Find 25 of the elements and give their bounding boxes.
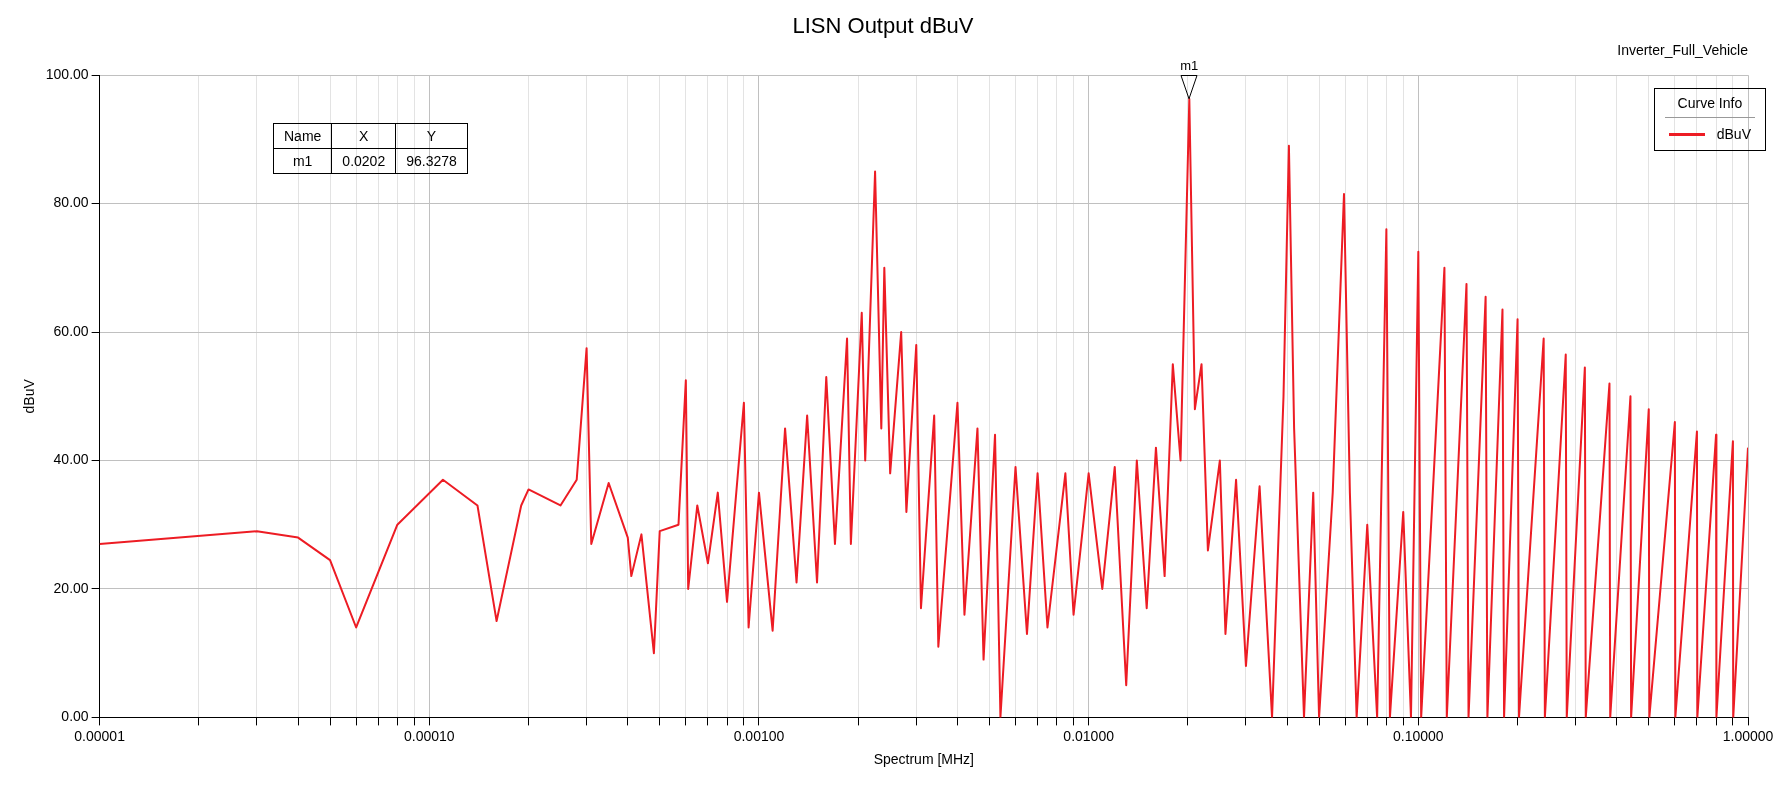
annotation: m1: [1180, 58, 1199, 74]
x-tick-label: 0.10000: [1393, 727, 1444, 744]
legend-label: dBuV: [1716, 126, 1751, 142]
annotation: 96.3278: [395, 148, 468, 174]
y-tick-label: 0.00: [61, 708, 89, 725]
annotation: 0.0202: [331, 148, 396, 174]
y-axis-title: dBuV: [21, 378, 38, 414]
chart-subtitle: Inverter_Full_Vehicle: [1617, 41, 1749, 58]
y-tick-label: 20.00: [53, 579, 89, 596]
annotation: X: [331, 123, 396, 149]
x-tick-label: 0.00001: [74, 727, 126, 744]
x-tick-label: 0.00100: [733, 727, 785, 744]
legend-title: Curve Info: [1664, 95, 1755, 118]
x-tick-label: 1.00000: [1722, 727, 1774, 744]
x-axis-title: Spectrum [MHz]: [873, 751, 974, 768]
x-tick-label: 0.00010: [403, 727, 455, 744]
y-tick-label: 80.00: [53, 194, 89, 211]
x-tick-label: 0.01000: [1063, 727, 1115, 744]
annotation: m1: [273, 148, 332, 174]
chart-title: LISN Output dBuV: [792, 13, 974, 39]
annotation: Name: [273, 123, 332, 149]
y-tick-label: 100.00: [45, 66, 89, 83]
y-tick-label: 40.00: [53, 451, 89, 468]
annotation: Y: [395, 123, 468, 149]
y-tick-label: 60.00: [53, 322, 89, 339]
